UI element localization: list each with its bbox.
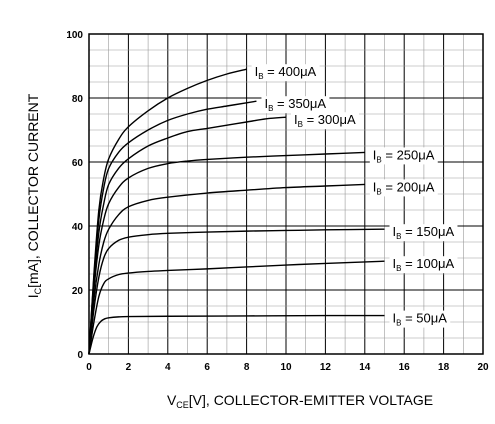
x-tick-label: 12 — [320, 362, 332, 373]
series-line — [88, 183, 365, 355]
y-tick-label: 40 — [72, 222, 84, 233]
curve-label-background — [251, 64, 320, 82]
x-tick-label: 14 — [359, 362, 371, 373]
x-tick-label: 8 — [244, 362, 250, 373]
curve-label: IB = 100μA — [393, 256, 455, 273]
series-line — [88, 116, 287, 355]
series-line — [88, 151, 365, 355]
x-tick-label: 10 — [280, 362, 292, 373]
curve-label-background — [389, 256, 458, 274]
y-axis-title: IC[mA], COLLECTOR CURRENT — [25, 93, 43, 298]
curve-label: IB = 350μA — [264, 96, 326, 113]
series-line — [88, 228, 385, 355]
x-tick-labels: 0 2 4 6 8 10 12 14 16 18 20 — [86, 362, 489, 373]
y-tick-labels: 0 20 40 60 80 100 — [66, 30, 83, 361]
series-line — [88, 260, 385, 355]
x-axis-title: VCE[V], COLLECTOR-EMITTER VOLTAGE — [167, 392, 433, 410]
y-tick-label: 0 — [77, 350, 83, 361]
series-line — [88, 68, 247, 355]
curve-label-background — [389, 224, 458, 242]
y-tick-label: 80 — [72, 94, 84, 105]
x-tick-label: 0 — [86, 362, 92, 373]
x-tick-label: 2 — [126, 362, 132, 373]
curve-label: IB = 300μA — [294, 112, 356, 129]
x-tick-label: 18 — [438, 362, 450, 373]
curve-label: IB = 400μA — [255, 64, 317, 81]
y-tick-label: 20 — [72, 286, 84, 297]
curve-label: IB = 150μA — [393, 224, 455, 241]
y-tick-label: 100 — [66, 30, 83, 41]
curve-label-background — [369, 147, 438, 165]
curves — [88, 68, 385, 355]
x-tick-label: 6 — [204, 362, 210, 373]
curve-label-background — [261, 96, 330, 114]
curve-label-background — [389, 310, 451, 328]
x-tick-label: 16 — [399, 362, 411, 373]
x-tick-label: 20 — [477, 362, 489, 373]
plot-frame — [88, 33, 484, 355]
curve-label: IB = 50μA — [393, 311, 448, 328]
grid — [89, 34, 483, 354]
curve-label: IB = 200μA — [373, 179, 435, 196]
series-line — [88, 100, 257, 355]
curve-label-background — [369, 179, 438, 197]
curve-label-background — [291, 112, 359, 130]
series-line — [88, 314, 385, 355]
x-tick-label: 4 — [165, 362, 171, 373]
y-tick-label: 60 — [72, 158, 84, 169]
curve-label: IB = 250μA — [373, 147, 435, 164]
